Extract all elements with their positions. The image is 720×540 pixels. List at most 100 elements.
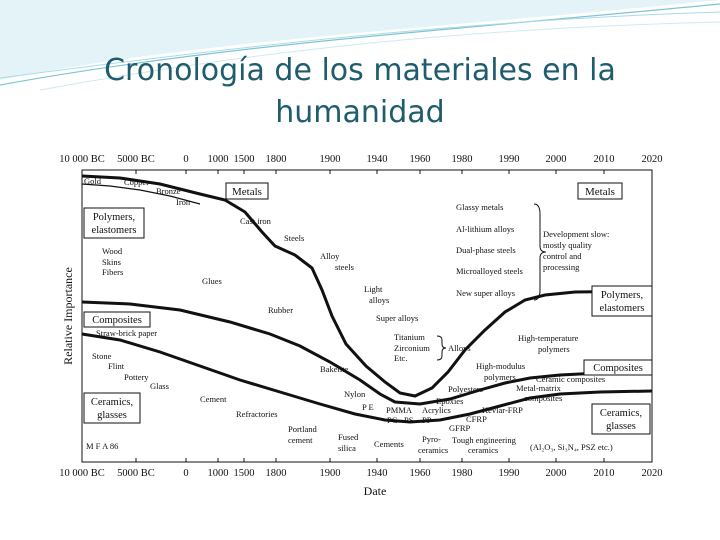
- band-label-metals-left: Metals: [225, 182, 269, 200]
- annotation-pe: P E: [362, 402, 374, 412]
- annotation-fibers: Fibers: [102, 267, 123, 277]
- svg-text:Metals: Metals: [232, 186, 262, 198]
- bottom-tick-label: 2020: [642, 468, 663, 479]
- annotation-pc: PC: [387, 415, 398, 425]
- modern-metals-bracket: [533, 203, 547, 301]
- svg-text:glasses: glasses: [606, 421, 636, 432]
- plot-frame: [81, 169, 653, 463]
- bottom-tick-label: 2000: [546, 468, 567, 479]
- top-tick-label: 0: [183, 154, 188, 165]
- annotation-cements: Cements: [374, 439, 404, 449]
- top-tick-label: 1000: [208, 154, 229, 165]
- band-label-polymers-right: Polymers, elastomers: [591, 285, 653, 317]
- bottom-tick-label: 1990: [499, 468, 520, 479]
- top-tick-label: 1940: [367, 154, 388, 165]
- svg-text:elastomers: elastomers: [92, 225, 137, 236]
- annotation-kevlar: Kevlar-FRP: [482, 405, 523, 415]
- bottom-tick-label: 1980: [452, 468, 473, 479]
- annotation-cfrp: CFRP: [466, 414, 487, 424]
- bottom-tick-label: 1940: [367, 468, 388, 479]
- bottom-tick-label: 1000: [208, 468, 229, 479]
- svg-text:Ceramics,: Ceramics,: [600, 408, 642, 419]
- band-label-ceramics-left: Ceramics, glasses: [83, 392, 141, 424]
- annotation-gold: Gold: [84, 176, 102, 186]
- annotation-new-super-alloys: New super alloys: [456, 288, 515, 298]
- annotation-stone: Stone: [92, 351, 112, 361]
- annotation-gfrp: GFRP: [449, 423, 471, 433]
- annotation-portland-1: Portland: [288, 424, 318, 434]
- annotation-wood: Wood: [102, 246, 123, 256]
- annotation-nylon: Nylon: [344, 389, 366, 399]
- annotation-mfa: M F A 86: [86, 441, 118, 451]
- decorative-swoosh: [0, 0, 720, 91]
- top-tick-label: 1800: [266, 154, 287, 165]
- x-axis-label: Date: [364, 484, 387, 498]
- bottom-tick-label: 10 000 BC: [59, 468, 105, 479]
- annotation-dual-phase: Dual-phase steels: [456, 245, 516, 255]
- band-label-composites-left: Composites: [83, 311, 151, 328]
- annotation-glues: Glues: [202, 276, 222, 286]
- annotation-high-temperature-2: polymers: [538, 344, 570, 354]
- annotation-rubber: Rubber: [268, 305, 293, 315]
- annotation-high-modulus-1: High-modulus: [476, 361, 525, 371]
- annotation-light-alloys-2: alloys: [369, 295, 389, 305]
- band-label-polymers-left: Polymers, elastomers: [83, 207, 145, 239]
- top-tick-label: 2010: [594, 154, 615, 165]
- annotation-portland-2: cement: [288, 435, 313, 445]
- bottom-axis-ticks: 10 000 BC 5000 BC 0 1000 1500 1800 1900 1940 196…: [59, 458, 663, 479]
- top-tick-label: 1960: [410, 154, 431, 165]
- annotation-refractories: Refractories: [236, 409, 278, 419]
- annotation-development-4: processing: [543, 262, 580, 272]
- annotation-alloys: Alloys: [448, 343, 471, 353]
- svg-text:Ceramics,: Ceramics,: [91, 397, 133, 408]
- title-line-1: Cronología de los materiales en la: [104, 53, 616, 88]
- composites-lower-boundary: [81, 332, 653, 424]
- ti-zr-bracket: [436, 335, 447, 361]
- annotation-alloy-steels-1: Alloy: [320, 251, 340, 261]
- annotation-epoxies: Epoxies: [436, 396, 463, 406]
- annotation-development-1: Development slow:: [543, 229, 609, 239]
- annotation-flint: Flint: [108, 361, 125, 371]
- svg-text:Polymers,: Polymers,: [601, 290, 643, 301]
- top-tick-label: 1500: [234, 154, 255, 165]
- bottom-tick-label: 1800: [266, 468, 287, 479]
- annotation-development-3: control and: [543, 251, 582, 261]
- annotation-steels: Steels: [284, 233, 304, 243]
- annotation-ps: PS: [404, 415, 414, 425]
- band-label-ceramics-right: Ceramics, glasses: [591, 403, 651, 435]
- annotation-microalloyed: Microalloyed steels: [456, 266, 523, 276]
- metals-lower-boundary: [81, 174, 653, 398]
- y-axis-label: Relative Importance: [61, 267, 75, 365]
- slide-title: Cronología de los materiales en la human…: [40, 50, 680, 134]
- annotation-bakelite: Bakelite: [320, 364, 349, 374]
- annotation-high-modulus-2: polymers: [484, 372, 516, 382]
- top-axis-ticks: 10 000 BC 5000 BC 0 1000 1500 1800 1900 1940 196…: [59, 154, 663, 174]
- annotation-al-lithium: Al-lithium alloys: [456, 224, 514, 234]
- annotation-development-2: mostly quality: [543, 240, 593, 250]
- top-tick-label: 2000: [546, 154, 567, 165]
- annotation-super-alloys: Super alloys: [376, 313, 418, 323]
- top-tick-label: 2020: [642, 154, 663, 165]
- annotation-copper: Copper: [124, 177, 149, 187]
- top-tick-label: 1990: [499, 154, 520, 165]
- annotation-high-temperature-1: High-temperature: [518, 333, 579, 343]
- title-line-2: humanidad: [275, 95, 445, 130]
- annotation-glassy-metals: Glassy metals: [456, 202, 503, 212]
- top-tick-label: 1900: [320, 154, 341, 165]
- annotation-polyesters: Polyesters: [448, 384, 483, 394]
- annotation-iron: Iron: [176, 197, 191, 207]
- annotation-straw-brick: Straw-brick paper: [96, 328, 157, 338]
- bottom-tick-label: 5000 BC: [117, 468, 155, 479]
- top-tick-label: 10 000 BC: [59, 154, 105, 165]
- svg-text:glasses: glasses: [97, 410, 127, 421]
- polymers-lower-boundary: [81, 300, 653, 406]
- annotation-metal-matrix-2: composites: [524, 393, 562, 403]
- annotation-glass: Glass: [150, 381, 169, 391]
- svg-text:Composites: Composites: [593, 363, 643, 374]
- gold-copper-curve: [81, 183, 201, 205]
- annotation-bronze: Bronze: [156, 186, 181, 196]
- svg-text:Metals: Metals: [585, 186, 615, 198]
- annotation-metal-matrix-1: Metal-matrix: [516, 383, 562, 393]
- annotation-titanium: Titanium: [394, 332, 425, 342]
- annotation-light-alloys-1: Light: [364, 284, 383, 294]
